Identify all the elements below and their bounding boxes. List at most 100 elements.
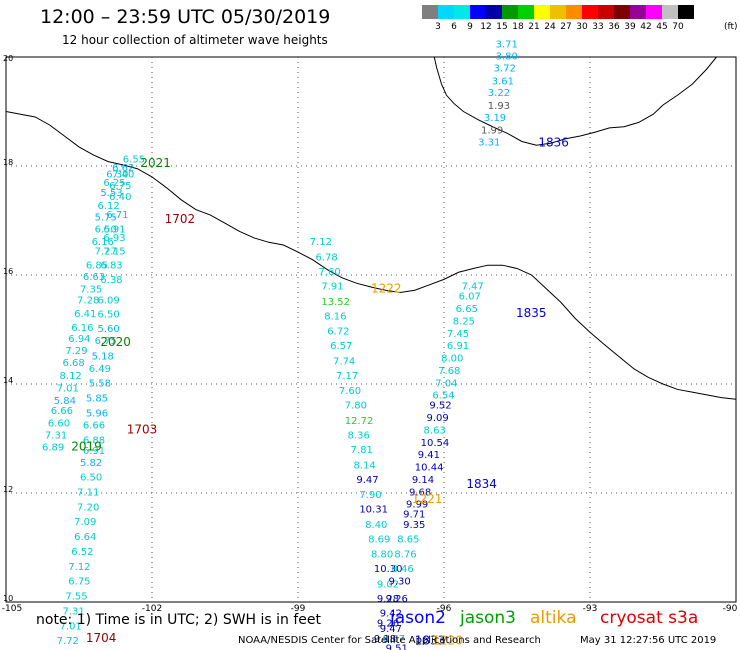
- swh-value: 9.47: [356, 475, 378, 486]
- swh-value: 6.88: [83, 435, 105, 446]
- colorbar-label: 39: [624, 22, 636, 32]
- swh-value: 9.18: [374, 634, 396, 645]
- swh-value: 8.80: [371, 549, 393, 560]
- swh-value: 8.63: [424, 426, 446, 437]
- swh-value: 6.50: [97, 310, 119, 321]
- swh-value: 7.35: [80, 284, 102, 295]
- legend-item-jason3: jason3: [460, 608, 516, 628]
- swh-value: 7.40: [112, 169, 134, 180]
- swh-value: 3.22: [488, 88, 510, 99]
- swh-value: 7.31: [62, 607, 84, 618]
- swh-value: 5.75: [95, 213, 117, 224]
- swh-value: 8.76: [394, 549, 416, 560]
- swh-value: 9.42: [380, 609, 402, 620]
- swh-value: 9.68: [409, 488, 431, 499]
- pass-time-label: 1836: [538, 135, 569, 149]
- swh-value: 7.74: [333, 356, 355, 367]
- colorbar-label: 24: [544, 22, 556, 32]
- swh-value: 7.01: [57, 384, 79, 395]
- swh-value: 3.71: [496, 40, 518, 51]
- colorbar-swatch: [678, 5, 694, 19]
- swh-value: 7.29: [65, 346, 87, 357]
- colorbar-label: 3: [435, 22, 441, 32]
- colorbar-swatch: [502, 5, 518, 19]
- lat-tick-label: 12: [3, 485, 13, 494]
- swh-value: 7.12: [310, 237, 332, 248]
- swh-value: 1.93: [488, 101, 510, 112]
- swh-value: 7.15: [103, 246, 125, 257]
- pass-time-label: 2019: [71, 439, 102, 453]
- colorbar-label: 70: [672, 22, 684, 32]
- swh-value: 7.12: [68, 562, 90, 573]
- swh-value: 6.78: [316, 252, 338, 263]
- swh-value: 7.28: [77, 295, 99, 306]
- swh-value: 5.18: [92, 351, 114, 362]
- legend-item-cryosat: cryosat s3a: [600, 608, 699, 628]
- colorbar-swatch: [518, 5, 534, 19]
- swh-value: 13.52: [321, 297, 350, 308]
- page-title: 12:00 – 23:59 UTC 05/30/2019: [40, 6, 331, 28]
- swh-value: 5.82: [80, 458, 102, 469]
- swh-value: 7.91: [321, 282, 343, 293]
- swh-value: 6.40: [109, 192, 131, 203]
- swh-value: 5.58: [89, 379, 111, 390]
- legend-item-jason2: jason2: [390, 608, 446, 628]
- gulf-coastline: [433, 56, 717, 146]
- swh-value: 9.35: [403, 520, 425, 531]
- pass-time-label: 1704: [86, 631, 117, 645]
- swh-value: 9.71: [403, 510, 425, 521]
- timestamp-text: May 31 12:27:56 UTC 2019: [580, 635, 717, 646]
- swh-value: 6.54: [432, 391, 454, 402]
- swh-value: 9.09: [426, 413, 448, 424]
- colorbar-swatch: [662, 5, 678, 19]
- swh-value: 6.38: [100, 275, 122, 286]
- swh-value: 7.81: [351, 445, 373, 456]
- swh-value: 6.16: [92, 237, 114, 248]
- swh-value: 9.51: [386, 644, 408, 650]
- pass-time-label: 1220: [432, 634, 463, 648]
- pass-time-label: 1834: [466, 477, 497, 491]
- swh-value: 6.25: [103, 178, 125, 189]
- swh-value: 8.14: [353, 460, 375, 471]
- lat-tick-label: 16: [3, 267, 13, 276]
- swh-value: 7.20: [77, 502, 99, 513]
- swh-value: 6.50: [80, 472, 102, 483]
- swh-value: 3.72: [494, 64, 516, 75]
- swh-value: 3.80: [496, 52, 518, 63]
- swh-value: 7.01: [60, 621, 82, 632]
- coastline: [5, 111, 737, 400]
- pass-time-label: 2020: [100, 335, 131, 349]
- colorbar-label: 15: [496, 22, 508, 32]
- lon-tick-label: -102: [142, 604, 162, 614]
- swh-value: 8.00: [441, 354, 463, 365]
- lon-tick-label: -90: [723, 604, 738, 614]
- swh-value: 6.64: [74, 532, 96, 543]
- colorbar-swatch: [454, 5, 470, 19]
- swh-value: 9.02: [377, 579, 399, 590]
- lon-tick-label: -105: [2, 604, 22, 614]
- swh-value: 7.90: [359, 490, 381, 501]
- lon-tick-label: -96: [437, 604, 452, 614]
- lat-tick-label: 14: [3, 376, 13, 385]
- swh-value: 7.68: [438, 366, 460, 377]
- colorbar-swatch: [534, 5, 550, 19]
- swh-value: 9.26: [377, 619, 399, 630]
- swh-value: 6.91: [103, 224, 125, 235]
- swh-value: 10.54: [421, 438, 450, 449]
- lat-tick-label: 20: [3, 54, 13, 63]
- swh-value: 6.50: [95, 224, 117, 235]
- swh-value: 6.49: [89, 364, 111, 375]
- swh-value: 6.16: [71, 323, 93, 334]
- swh-value: 6.75: [109, 181, 131, 192]
- map-frame: [5, 56, 737, 603]
- legend-item-altika: altika: [530, 608, 577, 628]
- colorbar-swatch: [598, 5, 614, 19]
- swh-value: 9.28: [377, 594, 399, 605]
- swh-value: 6.62: [112, 163, 134, 174]
- swh-value: 6.71: [106, 210, 128, 221]
- swh-value: 6.66: [51, 406, 73, 417]
- swh-value: 7.11: [77, 488, 99, 499]
- colorbar-swatch: [438, 5, 454, 19]
- swh-value: 7.80: [345, 401, 367, 412]
